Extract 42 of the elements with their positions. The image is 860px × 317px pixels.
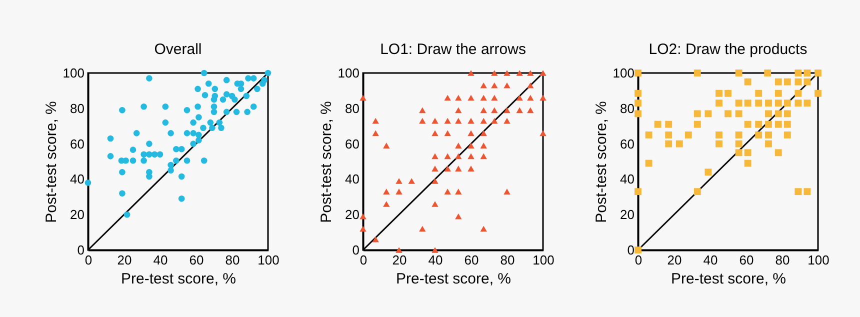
y-tick-label: 40 (345, 172, 360, 187)
y-tick-label: 80 (70, 100, 84, 116)
y-tick-label: 100 (612, 66, 634, 80)
chart-title: Overall (154, 41, 202, 58)
chart-title: LO1: Draw the arrows (380, 41, 526, 58)
x-tick-label: 40 (153, 252, 168, 268)
x-axis-title: Pre-test score, % (120, 270, 236, 288)
y-tick-label: 60 (70, 136, 84, 152)
y-tick-label: 80 (620, 100, 634, 116)
x-tick-label: 40 (428, 252, 443, 268)
x-tick-label: 60 (739, 252, 754, 268)
y-tick-label: 0 (627, 242, 634, 258)
x-tick-label: 80 (500, 252, 515, 268)
x-tick-label: 60 (464, 252, 479, 268)
x-axis-title: Pre-test score, % (396, 270, 512, 288)
y-axis-title: Post-test score, % (592, 101, 610, 223)
x-tick-label: 20 (392, 252, 407, 268)
y-tick-label: 0 (352, 242, 360, 258)
y-tick-label: 100 (62, 66, 84, 80)
y-tick-label: 20 (620, 207, 634, 222)
y-tick-label: 20 (345, 207, 360, 222)
y-tick-label: 40 (70, 172, 84, 187)
y-tick-label: 20 (70, 207, 84, 222)
y-axis-title: Post-test score, % (318, 101, 335, 223)
chart-title: LO2: Draw the products (648, 41, 808, 58)
y-tick-label: 100 (338, 66, 360, 80)
y-tick-label: 0 (77, 242, 84, 258)
x-tick-label: 100 (258, 252, 280, 268)
x-tick-label: 80 (775, 252, 790, 268)
y-axis-title: Post-test score, % (42, 101, 60, 223)
x-tick-label: 100 (808, 252, 830, 268)
x-axis-title: Pre-test score, % (670, 270, 786, 288)
y-tick-label: 80 (345, 100, 360, 116)
y-tick-label: 40 (620, 172, 634, 187)
y-tick-label: 60 (620, 136, 634, 152)
x-tick-label: 80 (225, 252, 240, 268)
x-tick-label: 100 (532, 252, 554, 268)
x-tick-label: 60 (189, 252, 204, 268)
y-tick-label: 60 (345, 136, 360, 152)
x-tick-label: 40 (703, 252, 718, 268)
x-tick-label: 20 (117, 252, 132, 268)
x-tick-label: 20 (667, 252, 682, 268)
